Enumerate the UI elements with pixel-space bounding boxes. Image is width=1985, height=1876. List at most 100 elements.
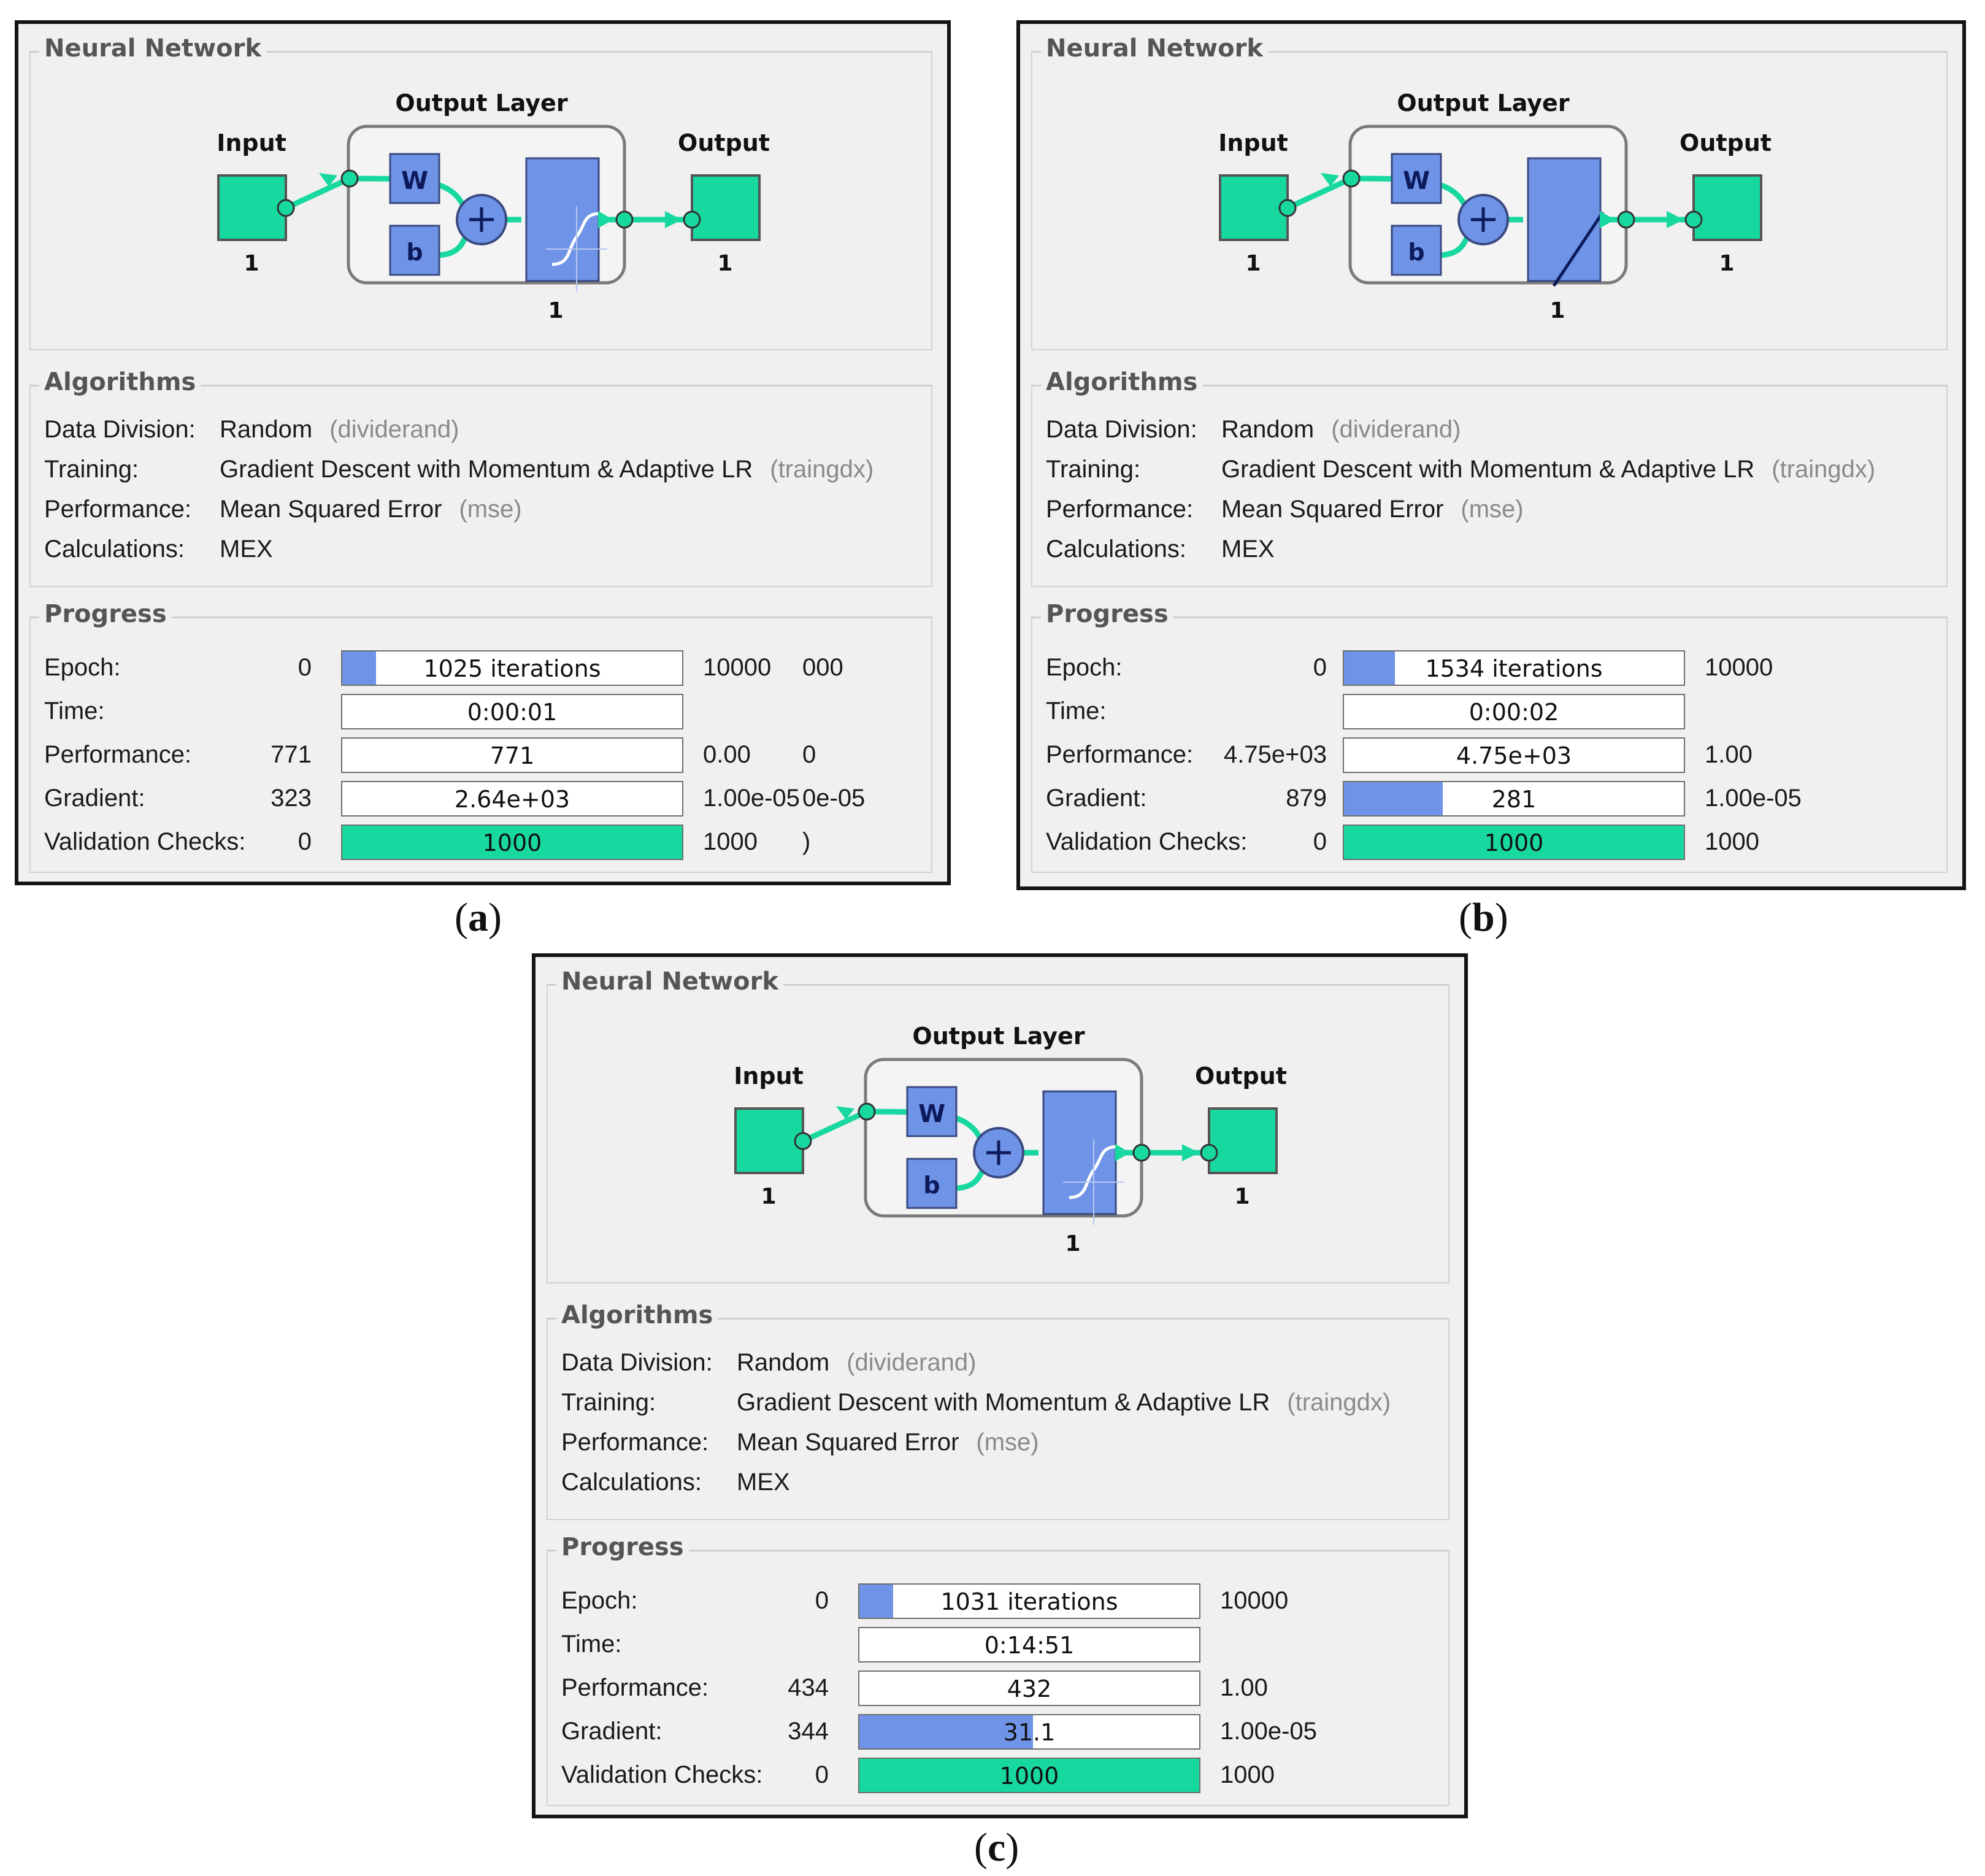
progress-bar-fill bbox=[1344, 652, 1396, 685]
node-layer-out bbox=[615, 210, 634, 229]
algorithm-label: Data Division: bbox=[44, 416, 196, 443]
progress-start-value: 0 bbox=[815, 1587, 829, 1614]
progress-label: Time: bbox=[44, 698, 105, 725]
progress-bar-text: 1031 iterations bbox=[940, 1588, 1118, 1615]
output-size: 1 bbox=[1719, 251, 1734, 276]
progress-bar-fill bbox=[1344, 782, 1443, 815]
progress-row: Validation Checks: 0 1000 1000 bbox=[561, 1758, 1448, 1796]
node-output bbox=[683, 210, 701, 229]
algorithm-value: Mean Squared Error (mse) bbox=[220, 496, 522, 523]
purelin-line-icon bbox=[1552, 211, 1605, 287]
progress-bar: 771 bbox=[341, 737, 683, 773]
progress-start-value: 434 bbox=[788, 1674, 829, 1701]
arrow-head-1 bbox=[836, 1106, 854, 1120]
progress-start-value: 0 bbox=[1313, 654, 1327, 681]
algorithm-function-name: (traingdx) bbox=[1287, 1389, 1391, 1416]
progress-bar-fill bbox=[859, 1585, 894, 1618]
progress-bar-text: 281 bbox=[1491, 786, 1537, 813]
algorithm-label: Performance: bbox=[44, 496, 192, 523]
progress-bar-fill bbox=[342, 826, 682, 859]
input-size: 1 bbox=[244, 251, 259, 276]
caption-a: (a) bbox=[455, 895, 502, 940]
network-diagram: Input Output Output Layer 1 1 1 W b bbox=[734, 1023, 1287, 1256]
progress-bar: 1025 iterations bbox=[341, 650, 683, 686]
algorithm-value-text: Random bbox=[1221, 416, 1315, 443]
neural-network-group: Neural Network Input Output Output Layer… bbox=[29, 34, 932, 350]
progress-end-value: 1.00e-05 bbox=[1705, 785, 1802, 812]
input-box bbox=[734, 1107, 804, 1174]
progress-row: Gradient: 323 2.64e+03 1.00e-05 0e-05 bbox=[44, 781, 931, 819]
output-layer-title: Output Layer bbox=[912, 1023, 1085, 1050]
progress-end-value-clipped: 000 bbox=[802, 654, 843, 681]
transfer-function-box bbox=[1527, 157, 1602, 282]
group-title-algorithms: Algorithms bbox=[556, 1301, 718, 1329]
group-title-algorithms: Algorithms bbox=[39, 368, 201, 396]
progress-row: Time: 0:00:01 bbox=[44, 694, 931, 732]
tansig-curve-icon bbox=[546, 206, 607, 292]
algorithms-group: Algorithms Data Division: Random (divider… bbox=[547, 1301, 1449, 1520]
progress-start-value: 0 bbox=[298, 654, 312, 681]
node-output bbox=[1200, 1144, 1218, 1162]
progress-bar: 0:00:02 bbox=[1343, 694, 1685, 729]
progress-bar-text: 1025 iterations bbox=[423, 655, 601, 682]
progress-bar-text: 2.64e+03 bbox=[454, 786, 570, 813]
progress-group: Progress Epoch: 0 1025 iterations 10000 … bbox=[29, 600, 932, 873]
algorithm-function-name: (mse) bbox=[976, 1429, 1039, 1456]
progress-bar: 432 bbox=[858, 1670, 1200, 1706]
input-box bbox=[217, 174, 287, 241]
progress-label: Gradient: bbox=[561, 1718, 662, 1745]
progress-end-value: 1.00e-05 bbox=[1220, 1718, 1317, 1745]
progress-bar-text: 1000 bbox=[1484, 829, 1544, 856]
algorithm-value: MEX bbox=[1221, 536, 1292, 563]
progress-bar-fill bbox=[1344, 826, 1684, 859]
weight-label: W bbox=[918, 1100, 945, 1128]
algorithm-label: Data Division: bbox=[561, 1349, 713, 1376]
bias-label: b bbox=[406, 239, 423, 266]
weight-box bbox=[389, 153, 440, 204]
training-panel-c: Neural Network Input Output Output Layer… bbox=[532, 953, 1468, 1818]
progress-bar-text: 4.75e+03 bbox=[1456, 742, 1572, 769]
progress-start-value: 879 bbox=[1286, 785, 1327, 812]
progress-bar: 1031 iterations bbox=[858, 1583, 1200, 1619]
input-size: 1 bbox=[761, 1184, 776, 1209]
progress-end-value: 10000 bbox=[1705, 654, 1773, 681]
progress-row: Performance: 771 771 0.00 0 bbox=[44, 737, 931, 775]
progress-bar-text: 1534 iterations bbox=[1425, 655, 1603, 682]
group-title-progress: Progress bbox=[1041, 600, 1173, 628]
output-layer-title: Output Layer bbox=[1397, 90, 1569, 117]
algorithm-value-text: MEX bbox=[1221, 536, 1275, 563]
output-size: 1 bbox=[717, 251, 732, 276]
output-label: Output bbox=[1680, 129, 1772, 156]
arrow-head-3 bbox=[1667, 211, 1684, 228]
progress-label: Validation Checks: bbox=[1046, 828, 1248, 855]
algorithm-value: Gradient Descent with Momentum & Adaptiv… bbox=[737, 1389, 1391, 1417]
progress-bar-text: 0:00:02 bbox=[1469, 699, 1559, 726]
progress-label: Epoch: bbox=[1046, 654, 1123, 681]
algorithm-function-name: (traingdx) bbox=[770, 456, 874, 483]
progress-bar-text: 0:00:01 bbox=[467, 699, 558, 726]
arrow-head-2 bbox=[1600, 211, 1615, 228]
progress-bar: 2.64e+03 bbox=[341, 781, 683, 817]
progress-label: Time: bbox=[1046, 698, 1107, 725]
progress-bar: 0:14:51 bbox=[858, 1627, 1200, 1663]
progress-row: Validation Checks: 0 1000 1000 bbox=[1046, 825, 1946, 863]
progress-row: Epoch: 0 1025 iterations 10000 000 bbox=[44, 650, 931, 688]
node-layer-out bbox=[1132, 1144, 1151, 1162]
layer-size: 1 bbox=[548, 298, 563, 323]
weight-label: W bbox=[401, 167, 428, 195]
algorithm-value-text: Gradient Descent with Momentum & Adaptiv… bbox=[220, 456, 753, 483]
progress-bar: 1534 iterations bbox=[1343, 650, 1685, 686]
algorithm-value-text: MEX bbox=[737, 1469, 790, 1496]
algorithm-label: Performance: bbox=[561, 1429, 709, 1456]
progress-row: Epoch: 0 1534 iterations 10000 bbox=[1046, 650, 1946, 688]
progress-label: Performance: bbox=[1046, 741, 1194, 768]
arrow-head-1 bbox=[319, 173, 337, 186]
connector-input bbox=[1286, 175, 1353, 211]
algorithm-value-text: Random bbox=[737, 1349, 830, 1376]
progress-group: Progress Epoch: 0 1534 iterations 10000 … bbox=[1031, 600, 1948, 873]
progress-end-value: 10000 bbox=[1220, 1587, 1289, 1614]
progress-start-value: 771 bbox=[271, 741, 312, 768]
algorithm-value: MEX bbox=[220, 536, 290, 563]
progress-row: Time: 0:14:51 bbox=[561, 1627, 1448, 1665]
progress-end-value-clipped: 0e-05 bbox=[802, 785, 866, 812]
